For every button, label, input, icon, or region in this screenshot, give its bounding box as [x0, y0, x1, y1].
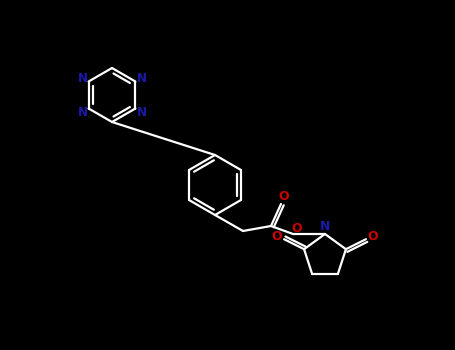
Text: N: N [320, 219, 330, 232]
Text: O: O [278, 190, 289, 203]
Text: N: N [77, 71, 87, 84]
Text: O: O [272, 230, 283, 243]
Text: O: O [368, 230, 378, 243]
Text: N: N [136, 71, 147, 84]
Text: N: N [136, 105, 147, 119]
Text: N: N [77, 105, 87, 119]
Text: O: O [292, 222, 302, 235]
